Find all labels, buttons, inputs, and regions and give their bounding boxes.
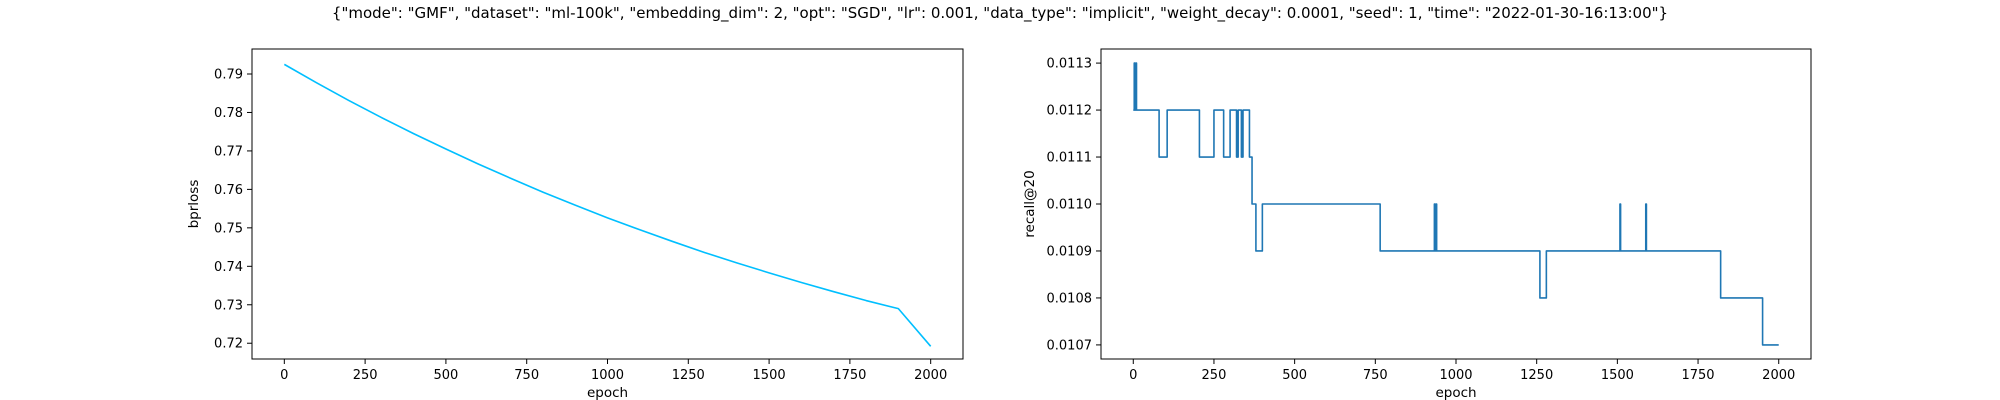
recall-axes-frame [1100, 48, 1812, 360]
bprloss-x-tick-label: 250 [353, 368, 378, 383]
recall-y-tick-label: 0.0107 [1047, 338, 1093, 353]
bprloss-series-line [283, 63, 932, 347]
recall-y-tick-label: 0.0108 [1047, 291, 1093, 306]
recall-x-tick-label: 0 [1129, 368, 1137, 383]
bprloss-y-tick-label: 0.74 [214, 260, 243, 275]
recall-x-tick-label: 500 [1282, 368, 1307, 383]
recall-x-axis-label: epoch [1435, 385, 1476, 400]
bprloss-y-tick-label: 0.77 [214, 144, 243, 159]
bprloss-x-tick-label: 750 [514, 368, 539, 383]
bprloss-x-tick-label: 1000 [591, 368, 624, 383]
recall-x-tick-label: 1250 [1520, 368, 1553, 383]
bprloss-y-tick-label: 0.72 [214, 337, 243, 352]
recall-chart: 0 250 500 750 1000 1250 1500 1750 2000 0.0107 0.01… [1022, 48, 1812, 400]
recall-y-axis-label: recall@20 [1022, 170, 1038, 237]
bprloss-x-tick-label: 0 [280, 368, 288, 383]
bprloss-y-tick-label: 0.73 [214, 298, 243, 313]
recall-y-tick-label: 0.0109 [1047, 244, 1093, 259]
bprloss-axes-frame [251, 48, 964, 360]
recall-y-tick-label: 0.0111 [1047, 151, 1093, 166]
recall-x-tick-label: 750 [1363, 368, 1388, 383]
bprloss-y-tick-label: 0.78 [214, 106, 243, 121]
recall-x-tick-label: 250 [1202, 368, 1227, 383]
figure-suptitle: {"mode": "GMF", "dataset": "ml-100k", "e… [331, 4, 1669, 22]
recall-x-tick-label: 1500 [1601, 368, 1634, 383]
recall-x-tick-label: 1000 [1439, 368, 1472, 383]
bprloss-x-tick-label: 1750 [833, 368, 866, 383]
bprloss-x-tick-label: 2000 [914, 368, 947, 383]
bprloss-y-tick-label: 0.75 [214, 221, 243, 236]
bprloss-x-tick-label: 1500 [753, 368, 786, 383]
recall-x-tick-label: 1750 [1681, 368, 1714, 383]
bprloss-x-axis-label: epoch [587, 385, 628, 400]
bprloss-y-axis-label: bprloss [186, 180, 202, 229]
bprloss-x-tick-label: 1250 [672, 368, 705, 383]
recall-x-tick-label: 2000 [1762, 368, 1795, 383]
bprloss-y-tick-label: 0.79 [214, 68, 243, 83]
bprloss-chart: 0 250 500 750 1000 1250 1500 1750 2000 0.72 0.73 0.… [186, 48, 964, 400]
recall-y-tick-label: 0.0110 [1047, 198, 1093, 213]
bprloss-x-tick-label: 500 [433, 368, 458, 383]
recall-y-tick-label: 0.0112 [1047, 104, 1093, 119]
bprloss-y-tick-label: 0.76 [214, 183, 243, 198]
recall-y-tick-label: 0.0113 [1047, 57, 1093, 72]
recall-series-line [1133, 62, 1779, 346]
